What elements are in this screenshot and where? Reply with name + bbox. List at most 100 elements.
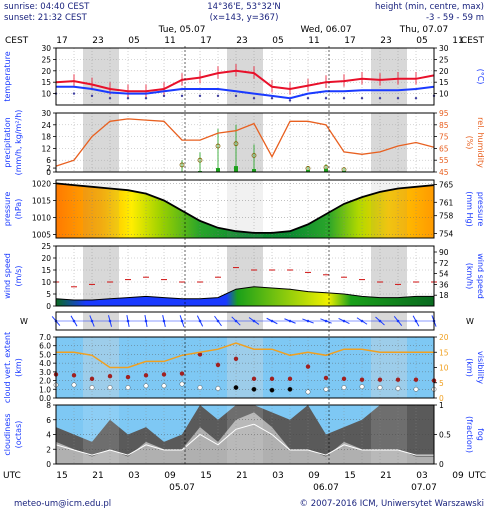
wind-direction-label-left: W <box>20 317 28 326</box>
wind-axis-label: (km/h) <box>465 263 474 289</box>
wind-axis-label: wind speed <box>476 253 485 299</box>
top-hour-label: 17 <box>200 36 211 46</box>
cloudiness-ytick-right-label: 0.5 <box>439 431 451 440</box>
cloud_extent-ytick-right-label: 15 <box>439 348 449 357</box>
wet-bulb-point <box>378 96 382 100</box>
top-hour-label: 11 <box>308 36 319 46</box>
cloud_extent-ytick-label: 4.0 <box>39 359 51 368</box>
cloud-top-point <box>107 374 113 379</box>
precipitation-ytick-right-label: 85 <box>439 121 449 130</box>
wet-bulb-point <box>234 94 238 98</box>
wet-bulb-point <box>126 96 130 100</box>
wind-direction-label-right: W <box>466 317 474 326</box>
wind-ytick-label: 0 <box>46 302 51 311</box>
pressure-ytick-label: 1005 <box>32 231 51 240</box>
cloud_extent-axis-label: (km) <box>465 358 474 377</box>
precipitation-snow-marker <box>179 162 185 168</box>
cloudiness-ytick-label: 8 <box>46 401 51 410</box>
precipitation-ytick-label: 2 <box>46 164 51 173</box>
precipitation-axis-label: precipitation <box>3 117 12 167</box>
precipitation-axis-label: rel. humidity <box>476 117 485 168</box>
bottom-hour-label: 03 <box>272 471 283 481</box>
cloud-top-point <box>305 364 311 369</box>
bottom-hour-label: 21 <box>236 471 247 481</box>
cloud_extent-ytick-right-label: 20 <box>439 333 449 342</box>
wind_direction-border <box>55 311 435 331</box>
top-day-labels: Tue, 05.07 Wed, 06.07 Thu, 07.07 <box>158 25 449 35</box>
cloud_extent-axis-label: visibility <box>476 351 485 384</box>
wind-ytick-label: 15 <box>41 266 51 275</box>
cloud-base-point <box>305 389 311 395</box>
cloudiness-ytick-label: 0 <box>46 460 51 469</box>
cloud_extent-night-band <box>371 337 407 398</box>
wet-bulb-point <box>414 96 418 100</box>
bottom-day-label: 06.07 <box>313 483 339 493</box>
sunrise-label: sunrise: 04:40 CEST <box>4 2 90 12</box>
wind-ytick-label: 5 <box>46 290 51 299</box>
wind-ytick-right-label: 72 <box>439 259 449 268</box>
bottom-hour-label: 15 <box>200 471 211 481</box>
precipitation-border <box>55 112 435 173</box>
pressure-ytick-label: 1020 <box>32 179 51 188</box>
top-hour-label: 23 <box>92 36 103 46</box>
cloud_extent-axis-label: cloud vert. extent <box>3 332 12 403</box>
bottom-hour-label: 09 <box>452 471 464 481</box>
bottom-hour-label: 03 <box>416 471 427 481</box>
bottom-hour-label: 09 <box>308 471 320 481</box>
cloudiness-axis-label: fog <box>476 428 485 441</box>
cloud-top-point <box>251 376 257 382</box>
precipitation-night-band <box>371 113 407 172</box>
pressure-ytick-right-label: 761 <box>439 198 454 207</box>
cloud-top-point <box>395 377 401 382</box>
wind-axis-label: (m/s) <box>14 266 23 287</box>
wet-bulb-point <box>90 94 94 98</box>
bottom-hour-label: 09 <box>164 471 176 481</box>
cloud_extent-ytick-label: 6.0 <box>39 342 51 351</box>
cloud_extent-ytick-label: 0.0 <box>39 394 51 403</box>
wind-direction-point <box>396 319 400 323</box>
pressure-axis-label: pressure <box>3 192 12 227</box>
temperature-ytick-label: 25 <box>41 55 51 64</box>
bottom-day-labels: 05.07 06.07 07.07 <box>169 483 437 493</box>
wet-bulb-point <box>162 94 166 98</box>
wind-night-band <box>83 246 119 306</box>
precipitation-snow-marker <box>215 143 221 149</box>
precipitation-snow-marker <box>233 141 239 147</box>
cloud-top-point <box>215 362 221 368</box>
wind-ytick-label: 20 <box>41 254 51 263</box>
height-title: height (min, centre, max) <box>375 2 484 12</box>
cloudiness-axis-label: (octas) <box>14 421 23 449</box>
wind-direction-point <box>360 319 364 323</box>
wind-direction-point <box>414 319 418 323</box>
precipitation-axis-label: (%) <box>465 136 474 150</box>
top-hour-label: 05 <box>416 36 427 46</box>
wet-bulb-point <box>252 96 256 100</box>
cloud-top-point <box>143 373 149 378</box>
temperature-ytick-label: 10 <box>41 90 51 99</box>
wind-direction-point <box>288 319 292 323</box>
temperature-axis-label: temperature <box>3 51 12 101</box>
pressure-area <box>56 183 434 238</box>
precipitation-ytick-label: 24 <box>41 121 51 130</box>
temperature-ytick-right-label: 15 <box>439 78 449 87</box>
cloudiness-ytick-right-label: 0 <box>439 460 444 469</box>
bottom-hour-label: 15 <box>56 471 67 481</box>
temperature-line <box>55 69 435 93</box>
cloud_extent-axis-label: (km) <box>14 358 23 377</box>
height-values: -3 - 59 - 59 m <box>426 13 484 23</box>
wet-bulb-point <box>324 96 328 100</box>
cloud-base-point <box>359 384 365 390</box>
coordinates-label: 14°36'E, 53°32'N <box>207 2 281 12</box>
top-hour-label: 05 <box>128 36 139 46</box>
cloud-base-point <box>377 385 383 390</box>
pressure-ytick-right-label: 765 <box>439 180 454 189</box>
wind-direction-point <box>72 319 76 323</box>
pressure-night-band <box>227 180 263 238</box>
visibility-line <box>56 342 434 369</box>
wind-direction-point <box>234 319 238 323</box>
top-hour-label: 23 <box>380 36 391 46</box>
cloud-top-point <box>359 377 365 382</box>
cloudiness-ytick-label: 6 <box>46 416 51 425</box>
top-hour-label: 23 <box>236 36 247 46</box>
